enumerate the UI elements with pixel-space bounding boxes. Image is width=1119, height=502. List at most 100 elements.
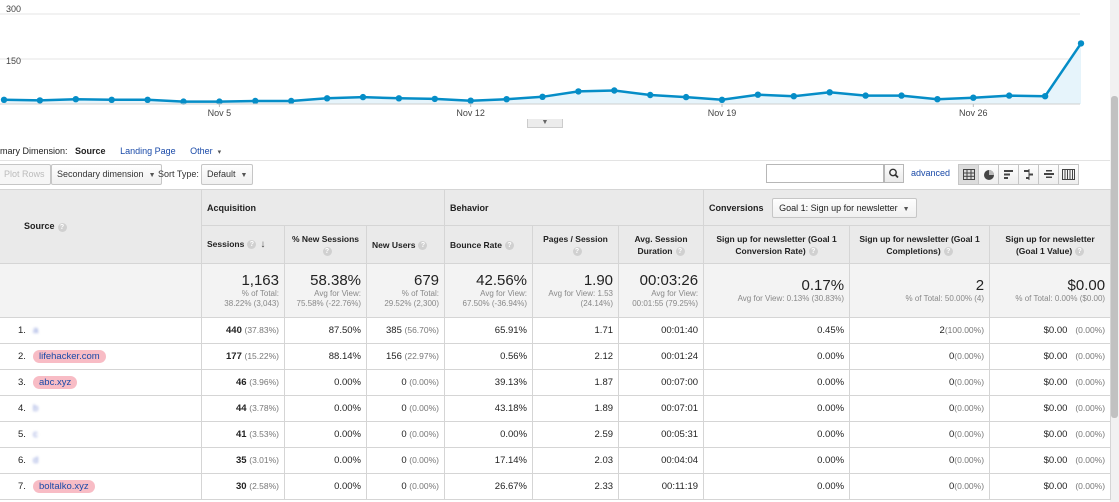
page-scrollbar[interactable] [1110, 0, 1119, 502]
chart-point-26[interactable] [934, 96, 941, 103]
chart-point-5[interactable] [180, 98, 187, 105]
scrollbar-thumb[interactable] [1111, 96, 1118, 418]
advanced-filter-link[interactable]: advanced [911, 168, 951, 178]
secondary-dimension-select[interactable]: Secondary dimension ▼ [51, 164, 162, 185]
chart-point-12[interactable] [431, 95, 438, 103]
col-header-pages-session[interactable]: Pages / Session? [532, 225, 620, 264]
chart-point-29[interactable] [1041, 93, 1049, 100]
chart-point-18[interactable] [647, 91, 654, 99]
chart-point-0[interactable] [0, 96, 8, 104]
col-header-sessions[interactable]: Sessions? ↓ [201, 225, 285, 264]
chart-point-28[interactable] [1006, 92, 1013, 99]
chart-point-20[interactable] [718, 96, 726, 104]
help-icon[interactable]: ? [675, 246, 685, 256]
chart-point-24[interactable] [862, 92, 869, 99]
row-index: 6. [18, 455, 26, 466]
source-link[interactable]: abc.xyz [33, 376, 78, 389]
chart-point-7[interactable] [252, 97, 259, 105]
help-icon[interactable]: ? [504, 240, 514, 250]
chart-point-15[interactable] [539, 93, 546, 101]
new-sessions-value: 87.50% [328, 325, 361, 336]
chart-point-1[interactable] [36, 97, 44, 104]
source-link[interactable]: d [33, 455, 39, 466]
new-users-value: 0 [401, 455, 407, 466]
help-icon[interactable]: ? [418, 240, 428, 250]
source-link[interactable]: b [33, 403, 39, 414]
col-header-conv-rate[interactable]: Sign up for newsletter (Goal 1 Conversio… [703, 225, 851, 264]
help-icon[interactable]: ? [322, 246, 332, 256]
chart-point-23[interactable] [826, 89, 833, 96]
chart-point-25[interactable] [898, 92, 905, 99]
duration-value: 00:05:31 [661, 429, 699, 440]
source-link[interactable]: a [33, 325, 39, 336]
view-term-cloud-button[interactable] [1038, 164, 1059, 185]
source-link[interactable]: c [33, 429, 38, 440]
chart-point-17[interactable] [611, 87, 618, 94]
help-icon[interactable]: ? [572, 246, 582, 256]
conv-rate-value: 0.00% [817, 351, 845, 362]
pages-session-cell: 2.33 [532, 473, 620, 500]
row-index: 3. [18, 377, 26, 388]
goal-select[interactable]: Goal 1: Sign up for newsletter ▼ [772, 197, 917, 218]
primary-dimension-landing-page[interactable]: Landing Page [120, 146, 176, 156]
source-column-header[interactable]: Source? [0, 189, 202, 264]
chart-point-27[interactable] [970, 94, 977, 101]
table-search-input[interactable] [766, 164, 884, 183]
other-label: Other [190, 146, 213, 156]
duration-value: 00:11:19 [661, 481, 699, 492]
sessions-cell: 35 (3.01%) [201, 447, 285, 474]
plot-rows-button[interactable]: Plot Rows [0, 164, 51, 185]
pages-session-cell: 2.03 [532, 447, 620, 474]
caret-down-icon: ▼ [148, 172, 156, 179]
help-icon[interactable]: ? [808, 246, 818, 256]
total-sub: 00:01:55 (79.25%) [632, 298, 699, 308]
chart-point-10[interactable] [359, 93, 367, 101]
total-bounce-rate-value: 42.56% [476, 271, 528, 289]
view-pie-button[interactable] [978, 164, 999, 185]
completions-cell: 0(0.00%) [849, 447, 991, 474]
chart-point-13[interactable] [467, 97, 474, 104]
chart-point-6[interactable] [216, 98, 223, 105]
table-toolbar: Plot Rows Secondary dimension ▼ Sort Type… [0, 164, 1110, 186]
chart-point-30[interactable] [1077, 40, 1085, 47]
help-icon[interactable]: ? [57, 222, 67, 232]
source-link[interactable]: lifehacker.com [33, 350, 106, 363]
chart-point-16[interactable] [575, 88, 582, 95]
primary-dimension-other[interactable]: Other ▾ [190, 146, 221, 156]
source-cell: 7. boltalko.xyz [0, 473, 202, 500]
chart-point-14[interactable] [503, 96, 510, 103]
total-sessions: 1,163% of Total: 38.22% (3,043) [201, 263, 285, 318]
completions-value: 0 [948, 429, 955, 440]
goal-value-value: $0.00 [1043, 403, 1068, 414]
col-header-bounce-rate[interactable]: Bounce Rate? [444, 225, 534, 264]
col-header-avg-duration[interactable]: Avg. Session Duration? [618, 225, 705, 264]
chart-point-22[interactable] [790, 93, 797, 100]
table-row: 5. c 41 (3.53%) 0.00% 0 (0.00%) 0.00% 2.5… [0, 421, 1112, 448]
chart-point-11[interactable] [395, 95, 403, 102]
view-table-button[interactable] [958, 164, 979, 185]
completions-cell: 0(0.00%) [849, 421, 991, 448]
sort-type-select[interactable]: Default ▼ [201, 164, 254, 185]
search-button[interactable] [884, 164, 904, 183]
col-header-new-sessions[interactable]: % New Sessions? [284, 225, 367, 264]
chart-point-8[interactable] [288, 97, 295, 105]
help-icon[interactable]: ? [943, 246, 953, 256]
chart-collapse-handle[interactable]: ▼ [527, 119, 563, 128]
source-link[interactable]: boltalko.xyz [33, 480, 95, 493]
view-performance-button[interactable] [998, 164, 1019, 185]
chart-point-21[interactable] [754, 91, 762, 98]
duration-value: 00:07:00 [661, 377, 699, 388]
chart-point-19[interactable] [682, 93, 690, 101]
view-pivot-button[interactable] [1058, 164, 1079, 185]
col-header-completions[interactable]: Sign up for newsletter (Goal 1 Completio… [849, 225, 991, 264]
chart-point-9[interactable] [323, 95, 331, 102]
help-icon[interactable]: ? [1075, 246, 1085, 256]
col-header-new-users[interactable]: New Users? [365, 225, 446, 264]
view-comparison-button[interactable] [1018, 164, 1039, 185]
chart-point-4[interactable] [144, 96, 151, 104]
col-header-goal-value[interactable]: Sign up for newsletter (Goal 1 Value)? [989, 225, 1112, 264]
goal-value-value: $0.00 [1043, 481, 1068, 492]
chart-point-2[interactable] [72, 96, 80, 103]
chart-point-3[interactable] [108, 96, 115, 104]
help-icon[interactable]: ? [247, 240, 257, 250]
